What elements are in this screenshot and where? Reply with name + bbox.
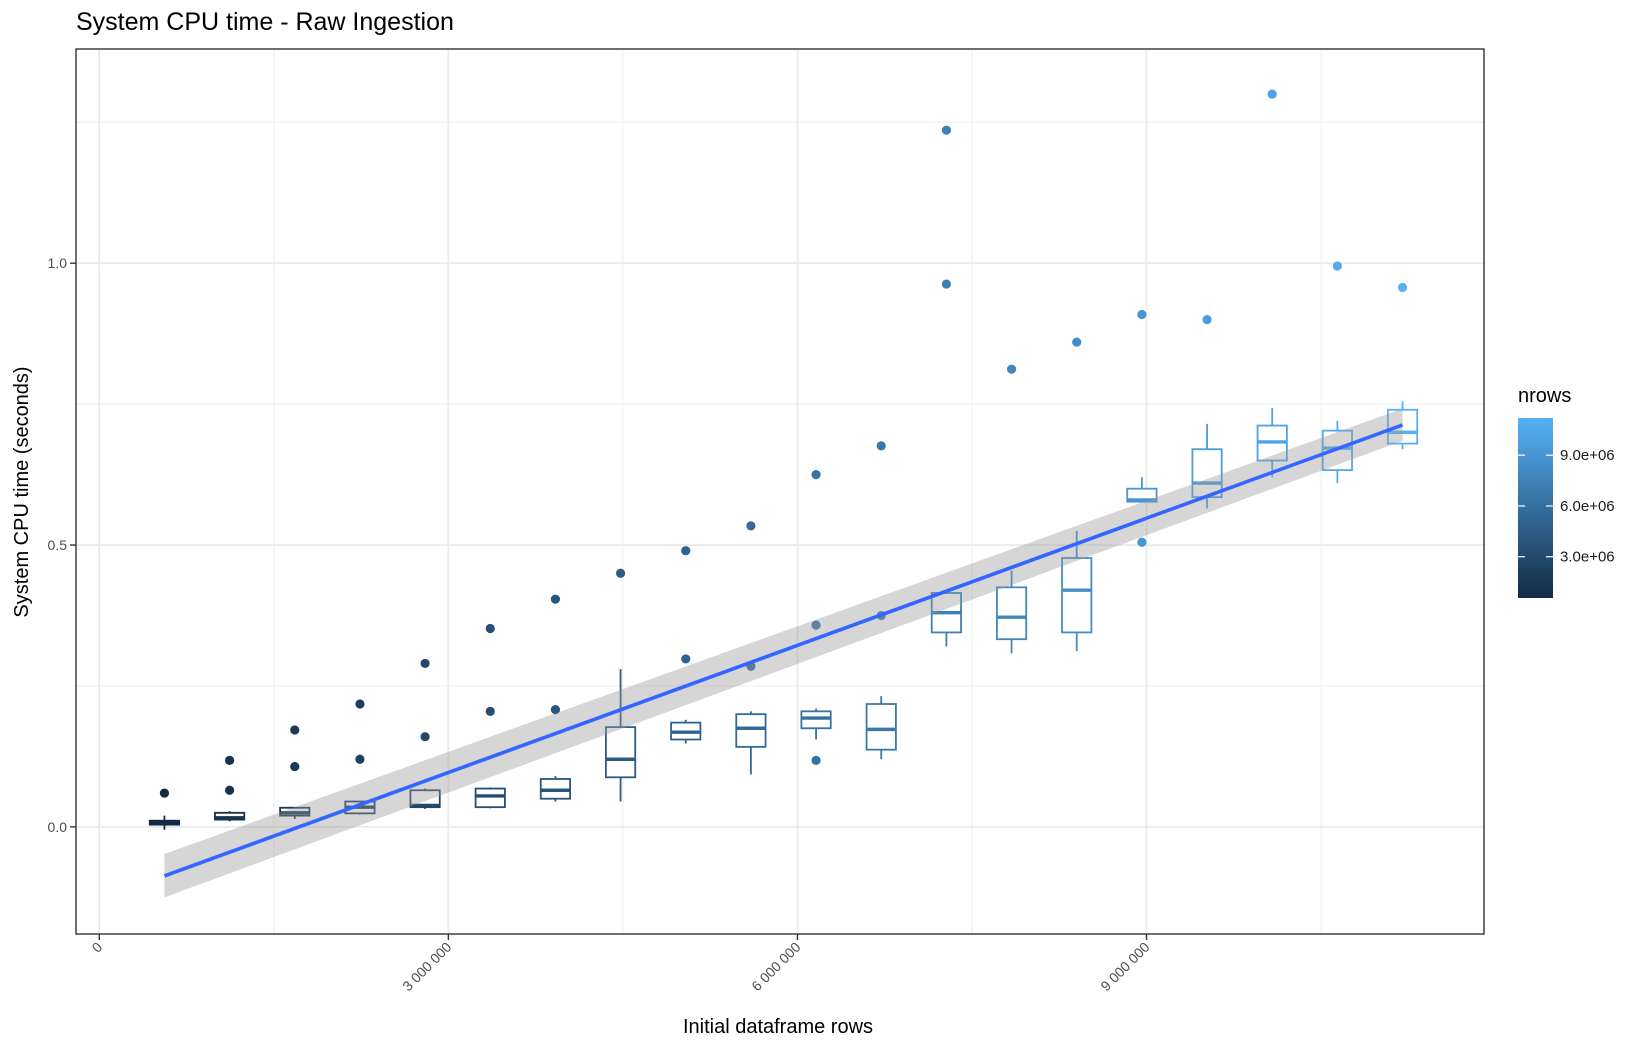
legend-tick-label: 6.0e+06 (1560, 498, 1615, 515)
x-tick-label: 3 000 000 (399, 939, 455, 995)
box-group (670, 546, 702, 744)
outlier-point (550, 705, 561, 715)
box-group (1191, 314, 1223, 509)
plot-panel: 0 3 000 000 6 000 000 9 000 000 0.0 0.5 1.0 (48, 48, 1485, 995)
outlier-point (681, 546, 691, 556)
box-group (996, 364, 1028, 654)
box-group (1256, 89, 1288, 478)
outlier-point (420, 732, 430, 742)
legend-tick-label: 9.0e+06 (1560, 447, 1615, 464)
y-axis-title: System CPU time (seconds) (11, 366, 33, 617)
outlier-point (420, 658, 430, 669)
outlier-point (681, 654, 691, 664)
x-tick-label: 6 000 000 (748, 939, 804, 995)
box-group (735, 521, 767, 775)
y-tick-label: 0.0 (48, 819, 68, 835)
box-group (1126, 309, 1158, 547)
smooth-line (163, 423, 1404, 878)
chart-title: System CPU time - Raw Ingestion (76, 8, 454, 36)
box-body (996, 586, 1028, 641)
outlier-point (225, 785, 235, 795)
outlier-point (1137, 537, 1147, 547)
panel-border (75, 48, 1485, 935)
box-group (605, 568, 637, 802)
outlier-point (355, 699, 365, 709)
outlier-point (290, 725, 300, 735)
outlier-point (1267, 89, 1277, 99)
color-legend: nrows 3.0e+06 6.0e+06 9.0e+06 (1518, 385, 1615, 598)
outlier-point (159, 788, 170, 798)
outlier-point (355, 754, 365, 764)
outlier-point (746, 521, 756, 531)
outlier-point (811, 620, 821, 630)
box-body (605, 726, 637, 779)
outlier-point (1006, 364, 1017, 374)
outlier-point (1332, 261, 1342, 271)
box-body (474, 787, 506, 809)
box-group (279, 725, 311, 820)
y-tick-label: 0.5 (48, 537, 68, 553)
outlier-point (876, 441, 886, 451)
box-body (1191, 448, 1223, 499)
plot-content (148, 89, 1419, 898)
x-axis-title: Initial dataframe rows (683, 1016, 873, 1038)
outlier-point (290, 761, 300, 772)
legend-colorbar (1518, 418, 1553, 598)
outlier-point (1202, 314, 1212, 325)
box-group (539, 594, 571, 802)
box-group (409, 658, 441, 809)
outlier-point (811, 755, 821, 765)
box-body (865, 703, 897, 751)
outlier-point (225, 755, 235, 765)
legend-tick-label: 3.0e+06 (1560, 549, 1615, 566)
box-group (474, 623, 506, 809)
outlier-point (615, 568, 626, 578)
outlier-point (485, 623, 495, 634)
smooth-confidence-band (164, 408, 1403, 898)
outlier-point (941, 125, 952, 135)
box-body (1061, 557, 1093, 634)
outlier-point (1137, 309, 1147, 320)
x-tick-label: 0 (89, 939, 106, 956)
panel-background (76, 49, 1484, 934)
box-group (1061, 337, 1093, 652)
box-body (735, 713, 767, 748)
x-tick-label: 9 000 000 (1097, 939, 1153, 995)
outlier-point (941, 279, 952, 289)
outlier-point (550, 594, 561, 604)
outlier-point (485, 706, 495, 716)
outlier-point (1397, 282, 1408, 293)
box-group (865, 441, 897, 760)
box-group (800, 469, 832, 765)
box-group (214, 755, 246, 822)
outlier-point (811, 469, 821, 480)
outlier-point (1072, 337, 1082, 347)
box-group (148, 788, 180, 830)
legend-title: nrows (1518, 385, 1571, 407)
y-tick-label: 1.0 (48, 255, 68, 271)
